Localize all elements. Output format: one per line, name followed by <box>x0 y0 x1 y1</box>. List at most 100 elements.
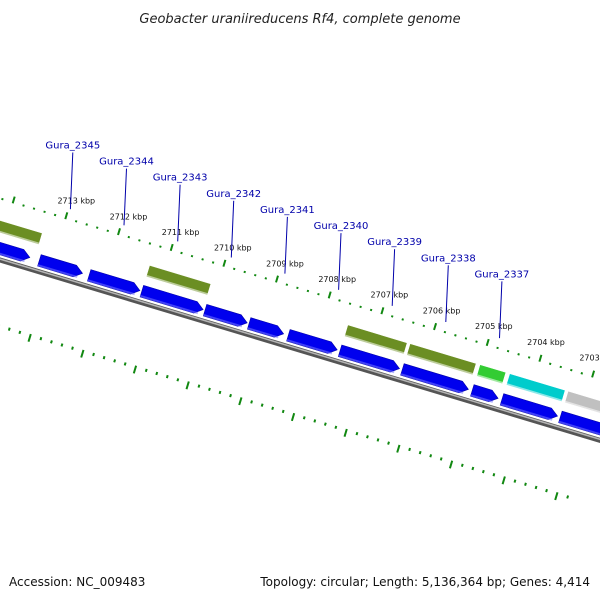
outer-tick <box>159 245 162 248</box>
inner-tick <box>387 441 390 445</box>
inner-tick <box>208 387 211 392</box>
inner-tick <box>144 368 148 373</box>
inner-tick <box>39 336 43 341</box>
outer-tick <box>401 318 404 321</box>
feature-shadow <box>87 279 135 296</box>
gene-label[interactable]: Gura_2341 <box>260 205 315 216</box>
inner-tick <box>460 463 464 467</box>
cds-arrow <box>139 285 204 314</box>
feature-shadow <box>0 252 25 263</box>
outer-tick <box>1 197 4 201</box>
outer-tick <box>580 372 584 375</box>
inner-tick <box>492 473 496 477</box>
inner-tick <box>102 355 106 360</box>
feature-shadow <box>203 314 243 328</box>
genome-backbone <box>0 257 600 444</box>
gene-label[interactable]: Gura_2343 <box>153 173 208 184</box>
cds-arrow <box>286 329 338 354</box>
map-title: Geobacter uraniireducens Rf4, complete g… <box>139 12 460 27</box>
outer-tick <box>485 338 490 347</box>
outer-tick <box>148 242 152 245</box>
scale-label: 2710 kbp <box>214 244 252 253</box>
outer-tick <box>243 270 246 274</box>
cds-arrow <box>87 269 141 295</box>
feature-shadow <box>286 339 333 355</box>
inner-tick <box>429 454 433 458</box>
gene-label[interactable]: Gura_2342 <box>206 189 261 200</box>
outer-tick <box>127 235 131 239</box>
gene-label[interactable]: Gura_2337 <box>475 269 530 280</box>
outer-tick <box>180 251 183 255</box>
feature-block <box>476 364 507 385</box>
inner-tick <box>545 488 548 493</box>
inner-tick <box>197 384 201 388</box>
inner-tick <box>132 365 138 374</box>
inner-tick <box>60 343 64 347</box>
inner-tick <box>334 425 338 430</box>
gene-label[interactable]: Gura_2345 <box>45 141 100 152</box>
inner-tick <box>513 479 517 483</box>
outer-tick <box>201 258 204 261</box>
inner-tick <box>229 393 232 398</box>
outer-tick <box>570 368 573 372</box>
gene-leader-line <box>391 249 396 306</box>
inner-tick <box>313 419 317 423</box>
outer-tick <box>338 299 341 302</box>
accession-label: Accession: NC_009483 <box>9 575 145 589</box>
inner-tick <box>471 466 475 471</box>
inner-tick <box>376 438 380 442</box>
outer-tick <box>43 210 46 214</box>
outer-tick <box>85 223 88 226</box>
outer-tick <box>211 261 215 264</box>
outer-tick <box>306 289 310 293</box>
inner-tick <box>534 485 538 490</box>
outer-tick <box>169 243 174 252</box>
inner-tick <box>50 340 53 344</box>
outer-tick <box>390 315 394 318</box>
gene-leader-line <box>445 265 449 323</box>
cds-arrow <box>37 254 83 278</box>
feature-shadow <box>140 295 199 315</box>
gene-label[interactable]: Gura_2338 <box>421 253 476 264</box>
outer-tick <box>317 292 320 296</box>
outer-tick <box>359 305 362 309</box>
feature-shadow <box>500 403 553 421</box>
gene-label[interactable]: Gura_2340 <box>314 221 369 232</box>
outer-tick <box>22 204 25 207</box>
outer-tick <box>53 213 57 217</box>
outer-tick <box>275 275 279 283</box>
inner-tick <box>155 371 159 376</box>
scale-label: 2712 kbp <box>110 212 148 221</box>
outer-tick <box>138 239 141 242</box>
inner-tick <box>355 431 359 436</box>
outer-tick <box>475 340 478 343</box>
outer-tick <box>11 196 16 204</box>
inner-tick <box>123 362 127 366</box>
gene-label[interactable]: Gura_2344 <box>99 157 154 168</box>
outer-tick <box>95 226 99 229</box>
inner-tick <box>80 349 85 358</box>
outer-tick <box>591 370 596 378</box>
inner-tick <box>343 428 348 437</box>
cds-arrow <box>337 344 400 373</box>
inner-tick <box>250 400 253 404</box>
backbone-highlight <box>0 258 600 441</box>
feature-shadow <box>564 400 600 414</box>
outer-tick <box>32 207 36 210</box>
gene-label[interactable]: Gura_2339 <box>367 237 422 248</box>
inner-tick <box>396 444 401 453</box>
scale-label: 2704 kbp <box>527 338 565 347</box>
feature-shadow <box>476 374 503 384</box>
feature-shadow <box>400 373 464 394</box>
feature-shadow <box>247 327 279 339</box>
outer-tick <box>369 308 373 312</box>
gene-leader-line <box>123 168 127 226</box>
feature-shadow <box>37 264 78 278</box>
inner-tick <box>524 482 527 486</box>
genome-summary: Topology: circular; Length: 5,136,364 bp… <box>259 575 590 589</box>
inner-tick <box>7 327 11 331</box>
outer-tick <box>496 346 499 350</box>
inner-tick <box>260 403 264 407</box>
inner-tick <box>238 397 243 406</box>
